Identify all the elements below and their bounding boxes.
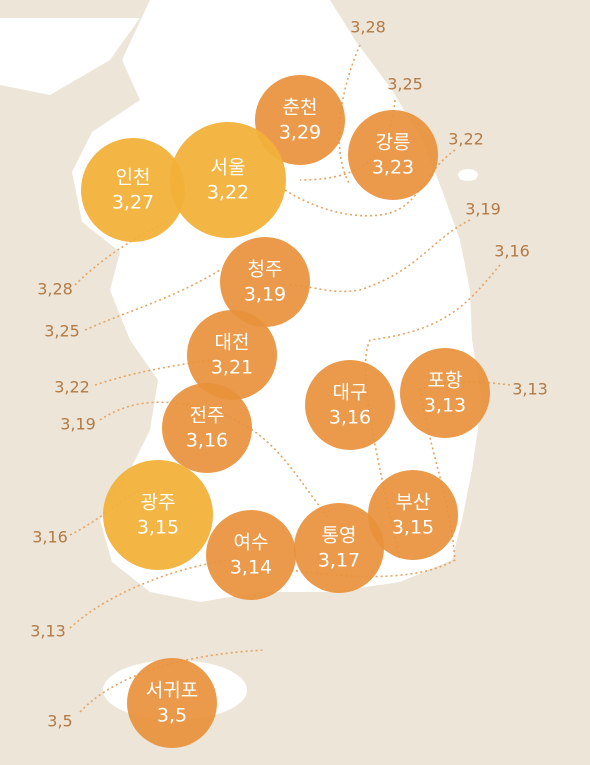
city-name: 대전 <box>215 332 250 354</box>
city-value: 3,19 <box>244 284 286 306</box>
city-name: 춘천 <box>283 97 318 119</box>
city-value: 3,29 <box>279 122 321 144</box>
city-name: 전주 <box>190 405 225 427</box>
contour-label: 3,28 <box>350 18 386 37</box>
contour-label: 3,25 <box>44 322 80 341</box>
city-circle <box>220 237 310 327</box>
city-name: 광주 <box>141 492 176 514</box>
city-value: 3,22 <box>207 182 249 204</box>
city-circle <box>255 75 345 165</box>
city-value: 3,17 <box>318 550 360 572</box>
city-name: 서울 <box>211 157 246 179</box>
city-value: 3,13 <box>424 395 466 417</box>
contour-label: 3,13 <box>512 380 548 399</box>
contour-label: 3,13 <box>30 622 66 641</box>
city-name: 여수 <box>234 532 269 554</box>
city-value: 3,5 <box>157 705 187 727</box>
city-circle <box>127 658 217 748</box>
contour-label: 3,22 <box>54 378 90 397</box>
contour-label: 3,22 <box>448 130 484 149</box>
city-value: 3,15 <box>137 517 179 539</box>
city-name: 서귀포 <box>146 680 198 702</box>
city-value: 3,15 <box>392 517 434 539</box>
city-circle <box>368 470 458 560</box>
contour-label: 3,19 <box>465 200 501 219</box>
city-name: 부산 <box>396 492 431 514</box>
city-name: 통영 <box>322 525 357 547</box>
city-value: 3,16 <box>186 430 228 452</box>
city-circle <box>400 348 490 438</box>
city-value: 3,23 <box>372 157 414 179</box>
contour-label: 3,16 <box>32 528 68 547</box>
city-circle <box>305 360 395 450</box>
city-value: 3,27 <box>112 192 154 214</box>
city-circle <box>187 310 277 400</box>
land-ulleung <box>458 169 478 181</box>
contour-label: 3,5 <box>47 712 72 731</box>
city-name: 청주 <box>248 259 283 281</box>
city-circle <box>162 383 252 473</box>
city-name: 대구 <box>333 382 368 404</box>
city-value: 3,21 <box>211 357 253 379</box>
city-name: 포항 <box>428 370 463 392</box>
city-value: 3,14 <box>230 557 272 579</box>
contour-labels: 3,28 3,25 3,22 3,19 3,16 3,13 3,28 3,25 … <box>30 18 548 731</box>
land-north-west <box>0 18 140 95</box>
city-circle <box>81 138 185 242</box>
contour-label: 3,25 <box>387 75 423 94</box>
contour-label: 3,28 <box>37 280 73 299</box>
city-circle <box>170 122 286 238</box>
city-name: 강릉 <box>376 132 411 154</box>
city-value: 3,16 <box>329 407 371 429</box>
city-circle <box>294 503 384 593</box>
contour-label: 3,16 <box>494 242 530 261</box>
city-circle <box>348 110 438 200</box>
city-circle <box>206 510 296 600</box>
contour-label: 3,19 <box>60 415 96 434</box>
city-circle <box>103 460 213 570</box>
cities: 춘천 3,29 강릉 3,23 인천 3,27 서울 3,22 청주 3,19 대전 3,21 전주 3,… <box>81 75 490 748</box>
city-name: 인천 <box>116 167 151 189</box>
